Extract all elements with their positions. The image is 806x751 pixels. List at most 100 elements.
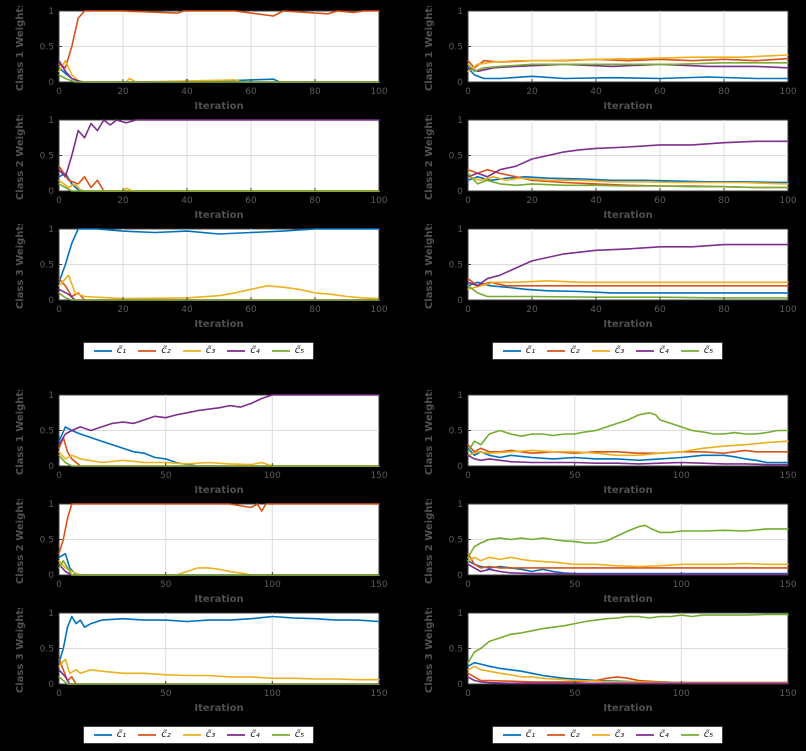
chart-row: 0 20 40 60 80 100 0 0.5 1 Iteration Class 2 Weight… [420, 111, 797, 221]
y-tick-label: 0 [457, 78, 463, 88]
x-tick-label: 100 [672, 689, 689, 699]
legend-line-c2 [138, 350, 157, 352]
chart-row: 0 20 40 60 80 100 0 0.5 1 Iteration Class 3 Weight… [11, 220, 388, 330]
series-line-c3 [57, 274, 380, 300]
y-axis-label: Class 3 Weights [424, 224, 435, 309]
x-tick-label: 0 [465, 196, 471, 206]
chart-class3-panel2: 0 20 40 60 80 100 0 0.5 1 Iteration Class 3 Weight… [424, 220, 797, 330]
x-axis-label: Iteration [194, 101, 243, 112]
y-tick-label: 0.5 [448, 427, 462, 437]
x-tick-label: 40 [590, 196, 602, 206]
y-tick-label: 0 [48, 571, 54, 581]
y-axis-label: Class 2 Weights [424, 115, 435, 200]
series-line-c5 [57, 559, 380, 576]
series-line-c4 [466, 676, 789, 685]
legend-line-c4 [227, 734, 246, 736]
y-axis-label: Class 1 Weights [15, 6, 26, 91]
y-tick-label: 0.5 [39, 427, 53, 437]
y-axis-label: Class 2 Weights [424, 499, 435, 584]
series-line-c5 [466, 172, 789, 189]
panel-top-left: 0 20 40 60 80 100 0 0.5 1 Iteration Class 1 Weight… [6, 2, 391, 360]
chart-class2-panel4: 0 50 100 150 0 0.5 1 Iteration Class 2 Weights [424, 495, 797, 605]
x-tick-label: 100 [370, 196, 387, 206]
y-axis-label: Class 1 Weights [424, 6, 435, 91]
legend-line-c5 [680, 734, 699, 736]
legend-line-c3 [182, 734, 201, 736]
series-line-c3 [57, 658, 380, 681]
x-tick-label: 80 [309, 196, 321, 206]
y-axis-label: Class 2 Weights [15, 115, 26, 200]
series-line-c3 [466, 279, 789, 291]
series-line-c2 [57, 165, 380, 192]
series-line-c1 [57, 615, 380, 664]
x-axis-label: Iteration [194, 319, 243, 330]
x-tick-label: 20 [117, 196, 129, 206]
legend-label-c3: c̃₃ [614, 345, 625, 356]
x-tick-label: 0 [56, 196, 62, 206]
legend-label-c2: c̃₂ [570, 729, 580, 740]
chart-class3-panel1: 0 20 40 60 80 100 0 0.5 1 Iteration Class 3 Weight… [15, 220, 388, 330]
chart-row: 0 20 40 60 80 100 0 0.5 1 Iteration Class 2 Weight… [11, 111, 388, 221]
y-tick-label: 0.5 [39, 645, 53, 655]
x-tick-label: 40 [181, 196, 193, 206]
x-tick-label: 50 [159, 689, 171, 699]
legend-label-c4: c̃₄ [659, 345, 669, 356]
legend-line-c5 [680, 350, 699, 352]
chart-class1-panel4: 0 50 100 150 0 0.5 1 Iteration Class 1 Weights [424, 386, 797, 496]
x-axis-label: Iteration [603, 703, 652, 714]
legend-label-c1: c̃₁ [116, 729, 127, 740]
series-line-c3 [466, 440, 789, 457]
legend-label-c1: c̃₁ [525, 345, 536, 356]
legend-label-c2: c̃₂ [161, 729, 171, 740]
chart-row: 0 50 100 150 0 0.5 1 Iteration Class 3 Weights [11, 604, 388, 714]
legend-label-c5: c̃₅ [294, 729, 305, 740]
x-tick-label: 0 [56, 471, 62, 481]
y-tick-label: 0.5 [448, 152, 462, 162]
y-tick-label: 0.5 [448, 645, 462, 655]
legend: c̃₁ c̃₂ c̃₃ c̃₄ c̃₅ [82, 342, 315, 360]
x-axis-label: Iteration [194, 594, 243, 605]
y-tick-label: 0 [457, 462, 463, 472]
y-tick-label: 0.5 [448, 536, 462, 546]
x-tick-label: 60 [654, 87, 666, 97]
chart-class1-panel1: 0 20 40 60 80 100 0 0.5 1 Iteration Class 1 Weight… [15, 2, 388, 112]
x-tick-label: 40 [181, 87, 193, 97]
legend-item-c5: c̃₅ [271, 729, 305, 740]
y-axis-label: Class 1 Weights [424, 390, 435, 475]
x-tick-label: 50 [568, 471, 580, 481]
x-tick-label: 20 [526, 87, 538, 97]
legend-label-c5: c̃₅ [294, 345, 305, 356]
x-axis-label: Iteration [194, 210, 243, 221]
chart-row: 0 50 100 150 0 0.5 1 Iteration Class 3 Weights [420, 604, 797, 714]
legend-item-c1: c̃₁ [502, 730, 535, 740]
chart-row: 0 50 100 150 0 0.5 1 Iteration Class 2 Weights [420, 495, 797, 605]
y-tick-label: 1 [457, 500, 463, 510]
legend-line-c4 [636, 350, 655, 352]
series-line-c4 [466, 454, 789, 466]
chart-row: 0 50 100 150 0 0.5 1 Iteration Class 1 Weights [420, 386, 797, 496]
legend-label-c5: c̃₅ [703, 729, 714, 740]
legend-label-c5: c̃₅ [703, 345, 714, 356]
legend-line-c1 [93, 734, 112, 736]
x-tick-label: 150 [779, 689, 796, 699]
legend-item-c3: c̃₃ [182, 730, 215, 740]
series-line-c3 [57, 559, 380, 576]
x-tick-label: 20 [117, 305, 129, 315]
chart-class2-panel1: 0 20 40 60 80 100 0 0.5 1 Iteration Class 2 Weight… [15, 111, 388, 221]
x-tick-label: 60 [245, 87, 257, 97]
chart-class2-panel2: 0 20 40 60 80 100 0 0.5 1 Iteration Class 2 Weight… [424, 111, 797, 221]
x-tick-label: 0 [465, 305, 471, 315]
series-line-c1 [466, 447, 789, 464]
x-tick-label: 50 [159, 471, 171, 481]
y-tick-label: 0.5 [39, 261, 53, 271]
series-line-c4 [466, 140, 789, 178]
x-tick-label: 60 [654, 196, 666, 206]
chart-row: 0 50 100 150 0 0.5 1 Iteration Class 1 Weights [11, 386, 388, 496]
x-tick-label: 0 [465, 689, 471, 699]
x-axis-label: Iteration [194, 703, 243, 714]
series-line-c3 [466, 556, 789, 568]
legend-line-c1 [502, 734, 521, 736]
x-tick-label: 40 [181, 305, 193, 315]
y-axis-label: Class 1 Weights [15, 390, 26, 475]
